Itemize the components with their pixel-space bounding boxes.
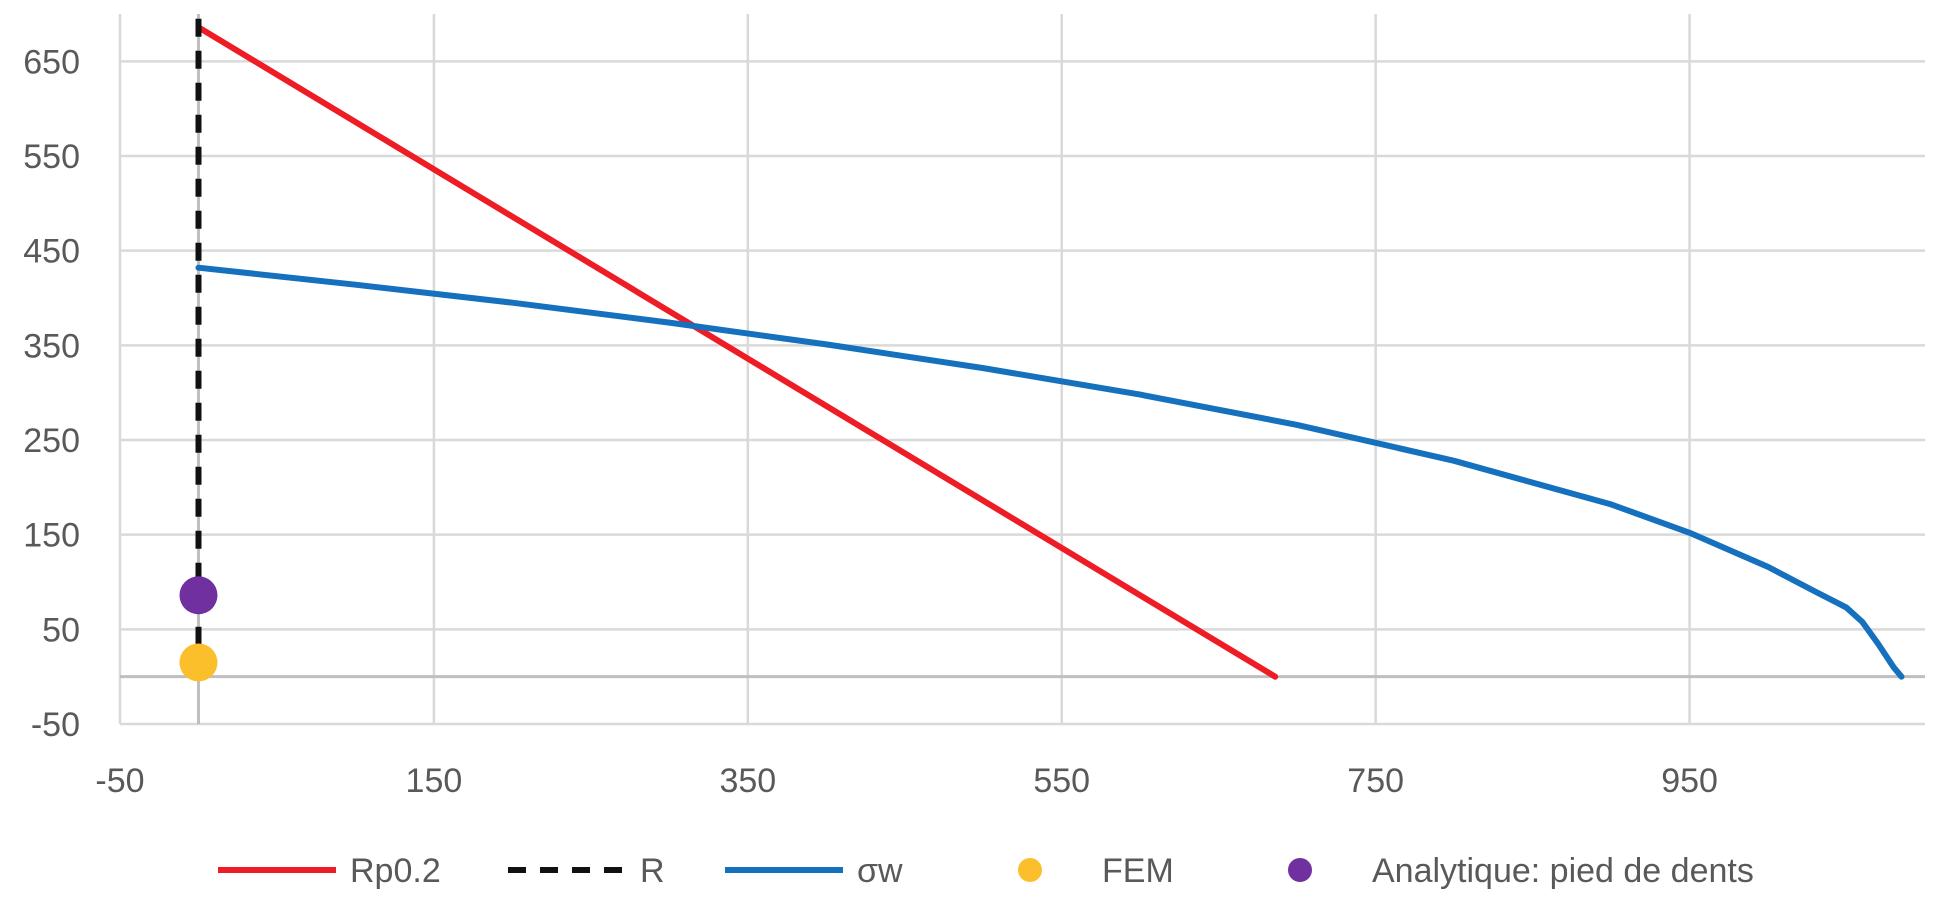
- grid: [118, 14, 1925, 726]
- series-line-2: [195, 264, 1905, 680]
- x-tick-label: 350: [719, 762, 776, 800]
- x-tick-label: 950: [1661, 762, 1718, 800]
- x-tick-label: 750: [1347, 762, 1404, 800]
- legend-label-2: σw: [857, 852, 903, 890]
- series-layer: [179, 18, 1905, 682]
- series-point-4: [179, 576, 218, 615]
- y-tick-label: 50: [42, 611, 80, 649]
- tick-labels: -50 50 150 250 350 450 550 650 -50 150 350 550 750 95…: [23, 43, 1718, 800]
- y-tick-label: 150: [23, 517, 80, 555]
- y-tick-label: 450: [23, 233, 80, 271]
- y-tick-label: 550: [23, 138, 80, 176]
- x-tick-label: 550: [1033, 762, 1090, 800]
- legend-swatch-3: [1018, 858, 1042, 882]
- legend-label-4: Analytique: pied de dents: [1372, 852, 1754, 890]
- legend-label-0: Rp0.2: [350, 852, 441, 890]
- y-tick-label: 250: [23, 422, 80, 460]
- axes: [120, 14, 1925, 724]
- series-point-3: [179, 643, 218, 682]
- y-tick-label: 350: [23, 327, 80, 365]
- legend-swatch-4: [1288, 858, 1312, 882]
- legend-label-1: R: [640, 852, 665, 890]
- y-tick-label: -50: [31, 706, 80, 744]
- y-tick-label: 650: [23, 43, 80, 81]
- legend-label-3: FEM: [1102, 852, 1174, 890]
- x-tick-label: -50: [95, 762, 144, 800]
- series-line-0: [195, 24, 1279, 680]
- x-tick-label: 150: [406, 762, 463, 800]
